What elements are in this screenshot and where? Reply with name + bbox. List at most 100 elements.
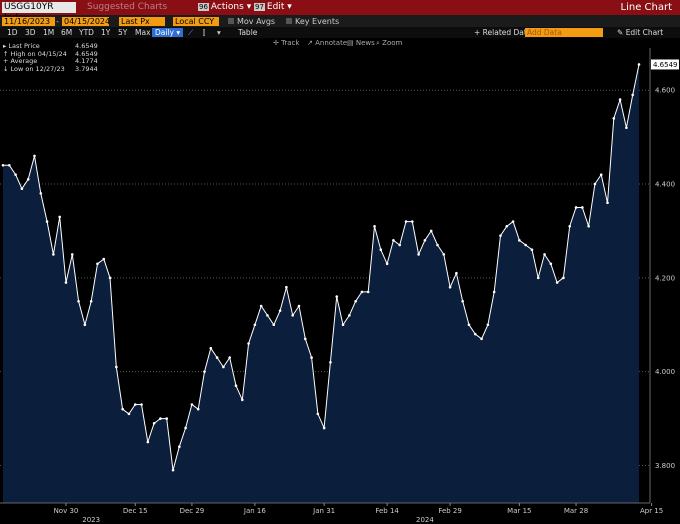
bar-chart-icon[interactable]: ⫿ — [203, 28, 206, 37]
key-events-toggle[interactable]: Key Events — [286, 17, 339, 26]
period-max[interactable]: Max — [135, 28, 151, 37]
period-5y[interactable]: 5Y — [118, 28, 128, 37]
edit-chart-button[interactable]: ✎ Edit Chart — [617, 28, 663, 37]
legend-value: 3.7944 — [75, 64, 98, 73]
data-point — [486, 323, 490, 327]
data-point — [108, 276, 112, 280]
data-point — [467, 323, 471, 327]
start-date-field[interactable]: 11/16/2023 — [2, 17, 55, 26]
edit-menu[interactable]: 97 Edit ▾ — [254, 2, 292, 13]
frequency-label: Daily — [155, 28, 174, 37]
data-point — [70, 253, 74, 256]
x-tick-label: Feb 29 — [438, 507, 462, 515]
legend-average: + Average 4.1774 — [3, 57, 98, 66]
data-point — [442, 253, 446, 256]
data-point — [341, 323, 345, 327]
data-point — [429, 229, 433, 233]
currency-select[interactable]: Local CCY — [173, 17, 219, 26]
data-point — [96, 262, 99, 266]
zoom-icon: ⌕ — [376, 39, 380, 47]
x-tick-label: Dec 29 — [180, 507, 205, 515]
period-1y[interactable]: 1Y — [101, 28, 111, 37]
data-point — [599, 173, 603, 176]
data-point — [392, 239, 395, 242]
date-separator: - — [56, 17, 59, 26]
data-point — [64, 281, 68, 284]
data-point — [291, 314, 294, 317]
zoom-label: Zoom — [382, 39, 403, 47]
x-tick-label: Jan 31 — [312, 507, 335, 515]
data-point — [562, 276, 565, 280]
price-line — [3, 64, 640, 471]
data-point — [115, 365, 118, 369]
edit-shortcut: 97 — [254, 3, 265, 11]
legend-label: Average — [10, 57, 38, 66]
related-data-label: + Related Dat — [474, 28, 527, 37]
period-3d[interactable]: 3D — [25, 28, 36, 37]
actions-menu[interactable]: 96 Actions ▾ — [198, 2, 251, 13]
data-point — [102, 257, 106, 261]
data-point — [618, 98, 622, 101]
news-tool[interactable]: ▤ News — [347, 39, 375, 47]
legend-label: Last Price — [8, 42, 40, 50]
data-point — [140, 403, 143, 406]
data-points — [1, 63, 641, 472]
legend-high: ↑ High on 04/15/24 4.6549 — [3, 50, 98, 59]
dropdown-arrow-icon: ▾ — [176, 28, 181, 37]
period-bar — [0, 27, 680, 38]
zoom-tool[interactable]: ⌕ Zoom — [376, 39, 402, 47]
period-1d[interactable]: 1D — [7, 28, 18, 37]
data-point — [266, 314, 269, 317]
period-ytd[interactable]: YTD — [79, 28, 94, 37]
add-data-input[interactable]: Add Data — [525, 28, 603, 37]
annotate-tool[interactable]: ↗ Annotate — [307, 39, 347, 47]
data-point — [581, 206, 584, 209]
last-price-tag — [651, 59, 679, 70]
table-button[interactable]: Table — [238, 28, 258, 37]
line-chart-icon[interactable]: ⟋ — [188, 28, 194, 37]
track-tool[interactable]: ✛ Track — [273, 39, 299, 47]
data-point — [574, 206, 578, 209]
period-6m[interactable]: 6M — [61, 28, 73, 37]
x-axis: Nov 30 Dec 15 Dec 29 Jan 16 Jan 31 Feb 14 Feb … — [0, 502, 663, 524]
chart-options-arrow-icon[interactable]: ▾ — [217, 28, 221, 37]
period-1m[interactable]: 1M — [43, 28, 55, 37]
x-tick-label: Mar 15 — [507, 507, 531, 515]
year-label: 2024 — [416, 516, 434, 524]
data-point — [77, 299, 80, 303]
price-field-select[interactable]: Last Px — [119, 17, 165, 26]
top-command-bar — [0, 0, 680, 15]
data-point — [354, 299, 357, 303]
checkbox-icon — [286, 18, 292, 24]
data-point — [45, 220, 49, 223]
annotate-label: Annotate — [315, 39, 348, 47]
frequency-select[interactable]: Daily ▾ — [152, 28, 183, 37]
data-point — [499, 234, 502, 237]
key-events-label: Key Events — [295, 17, 340, 26]
x-tick-label: Dec 15 — [123, 507, 148, 515]
checkbox-icon — [228, 18, 234, 24]
end-date-field[interactable]: 04/15/2024 — [62, 17, 111, 26]
x-tick-label: Jan 16 — [243, 507, 266, 515]
data-point — [480, 337, 483, 341]
suggested-charts-button[interactable]: Suggested Charts — [87, 2, 168, 12]
dropdown-arrow-icon: ▾ — [246, 2, 252, 12]
data-point — [190, 403, 194, 406]
x-tick-label: Mar 28 — [564, 507, 588, 515]
y-tick-label: 4.200 — [655, 274, 675, 282]
y-axis: 3.800 4.000 4.200 4.400 4.600 4.6549 — [649, 48, 679, 503]
x-tick-label: Apr 15 — [640, 507, 663, 515]
data-point — [379, 248, 383, 252]
dropdown-arrow-icon: ▾ — [287, 2, 292, 12]
data-point — [285, 285, 288, 289]
edit-chart-label: Edit Chart — [625, 28, 664, 37]
data-point — [272, 323, 276, 327]
data-point — [1, 163, 5, 167]
mov-avgs-toggle[interactable]: Mov Avgs — [228, 17, 275, 26]
data-point — [404, 220, 408, 223]
x-tick-label: Nov 30 — [54, 507, 79, 515]
data-point — [215, 356, 219, 359]
data-point — [335, 295, 339, 298]
data-point — [39, 192, 43, 195]
